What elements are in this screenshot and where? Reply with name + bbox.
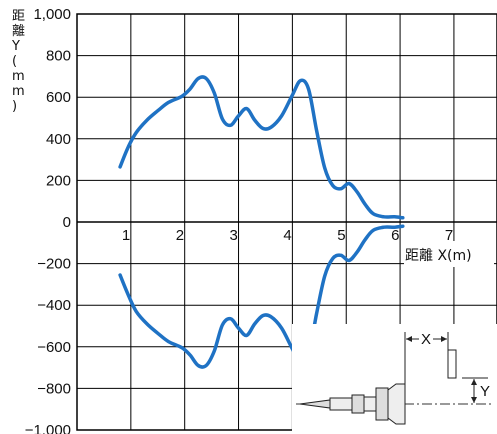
y-tick-label: 400 xyxy=(46,131,71,148)
sensor-body xyxy=(363,396,377,412)
x-axis-label-background xyxy=(404,241,494,267)
x-dimension-left-arrowhead xyxy=(406,336,412,342)
y-dimension-label: Y xyxy=(480,383,490,400)
sensor-diagram: X Y xyxy=(292,324,497,434)
x-tick-label: 2 xyxy=(176,227,184,244)
y-tick-label: −400 xyxy=(37,297,71,314)
x-tick-label: 1 xyxy=(122,227,130,244)
sensor-head xyxy=(375,387,389,421)
x-tick-label: 7 xyxy=(445,227,453,244)
y-tick-label: 1,000 xyxy=(33,6,71,23)
y-tick-label: 600 xyxy=(46,89,71,106)
y-axis-label: 距離 Y(m m) xyxy=(11,9,25,114)
x-axis-label: 距離 X(m) xyxy=(405,247,472,264)
x-tick-label: 5 xyxy=(337,227,345,244)
sensor-probe-shaft xyxy=(329,397,353,411)
x-tick-label: 4 xyxy=(283,227,291,244)
y-tick-label: −800 xyxy=(37,380,71,397)
x-tick-label: 6 xyxy=(391,227,399,244)
y-dimension-top-arrowhead xyxy=(471,379,477,385)
y-tick-label: −200 xyxy=(37,256,71,273)
y-tick-label: −600 xyxy=(37,339,71,356)
x-dimension-label: X xyxy=(421,331,431,348)
target-plate xyxy=(447,349,457,379)
grid xyxy=(76,13,497,431)
x-dimension-right-arrowhead xyxy=(441,336,447,342)
y-dimension-bottom-arrowhead xyxy=(471,397,477,403)
x-tick-labels: 1 2 3 4 5 6 7 xyxy=(122,227,453,244)
series-line-1 xyxy=(118,75,405,220)
sensor-mount xyxy=(387,383,406,425)
sensor-nut xyxy=(351,394,365,414)
y-axis-label-text: 距離 Y(m m) xyxy=(11,9,25,114)
y-tick-label: 200 xyxy=(46,172,71,189)
x-axis-label-group: 距離 X(m) xyxy=(404,241,494,267)
y-tick-label: −1,000 xyxy=(25,422,71,434)
x-tick-label: 3 xyxy=(230,227,238,244)
y-tick-label: 0 xyxy=(63,214,71,231)
series-layer xyxy=(118,75,405,369)
y-tick-labels: 1,000 800 600 400 200 0 −200 −400 −600 −800 −1,000 xyxy=(25,6,71,434)
y-tick-label: 800 xyxy=(46,48,71,65)
series-line-2 xyxy=(118,224,405,369)
